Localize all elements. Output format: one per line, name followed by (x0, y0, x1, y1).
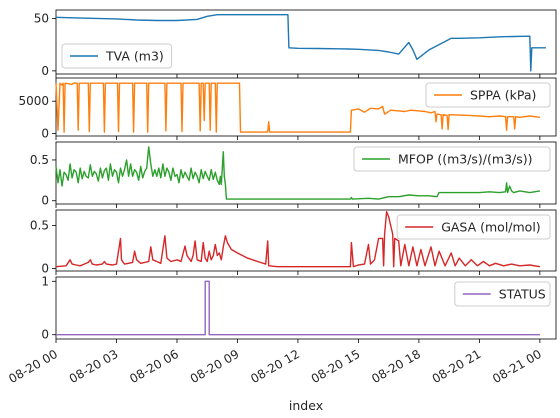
series-line-2 (55, 82, 540, 133)
legend-box (454, 281, 551, 307)
x-tick-label: 08-21 00 (490, 347, 544, 386)
legend-box (425, 82, 551, 108)
legend-label: SPPA (kPa) (470, 88, 536, 103)
x-tick-label: 08-20 09 (188, 347, 242, 386)
legend-label: MFOP ((m3/s)/(m3/s)) (398, 152, 533, 167)
y-tick-label: 5000 (18, 94, 49, 108)
panel-4: 0 0.5 GASA (mol/mol) (30, 209, 557, 275)
y-tick-label: 0 (41, 261, 49, 275)
x-tick-label: 08-20 12 (248, 347, 302, 386)
x-tick-label: 08-20 06 (127, 347, 181, 386)
legend-label: TVA (m3) (105, 49, 164, 64)
y-tick-label: 1 (41, 274, 49, 288)
legend-label: GASA (mol/mol) (441, 220, 541, 235)
x-tick-label: 08-20 03 (67, 347, 121, 386)
legend-box (396, 214, 551, 240)
legend-box (353, 146, 551, 172)
x-tick-label: 08-20 18 (369, 347, 423, 386)
legend-3: MFOP ((m3/s)/(m3/s)) (353, 146, 551, 172)
legend-1: TVA (m3) (61, 43, 173, 69)
y-tick-label: 0 (41, 194, 49, 208)
y-tick-label: 50 (34, 11, 49, 25)
series-line-1 (55, 14, 546, 72)
legend-label: STATUS (499, 287, 546, 302)
panel-frame (55, 209, 557, 272)
legend-4: GASA (mol/mol) (396, 214, 551, 240)
y-tick-label: 0.5 (30, 153, 49, 167)
legend-box (61, 43, 173, 69)
series-line-3 (55, 146, 541, 200)
series-line-4 (55, 211, 541, 268)
panel-frame (55, 77, 557, 137)
y-tick-label: 0 (41, 64, 49, 78)
x-axis-title: index (289, 398, 323, 413)
panel-3: 0 0.5 MFOP ((m3/s)/(m3/s)) (30, 141, 557, 208)
panel-frame (55, 276, 557, 340)
panel-2: 0 5000 SPPA (kPa) (18, 77, 557, 140)
x-tick-label: 08-20 15 (309, 347, 363, 386)
x-tick-label: 08-20 00 (6, 347, 60, 386)
y-tick-label: 0.5 (30, 218, 49, 232)
chart-panels: 0 50 TVA (m3) 0 5000 SPPA (kPa) 0 0.5 MFOP ((m3/… (18, 9, 557, 343)
legend-2: SPPA (kPa) (425, 82, 551, 108)
x-axis: 08-20 00 08-20 03 08-20 06 08-20 09 08-20 12… (6, 347, 544, 386)
legend-5: STATUS (454, 281, 551, 307)
panel-frame (55, 9, 557, 75)
series-line-5 (56, 280, 540, 336)
x-tick-label: 08-20 21 (430, 347, 484, 386)
panel-5: 0 1 STATUS (41, 274, 557, 343)
y-tick-label: 0 (41, 328, 49, 342)
panel-1: 0 50 TVA (m3) (34, 9, 557, 78)
panel-frame (55, 141, 557, 205)
y-tick-label: 0 (41, 126, 49, 140)
